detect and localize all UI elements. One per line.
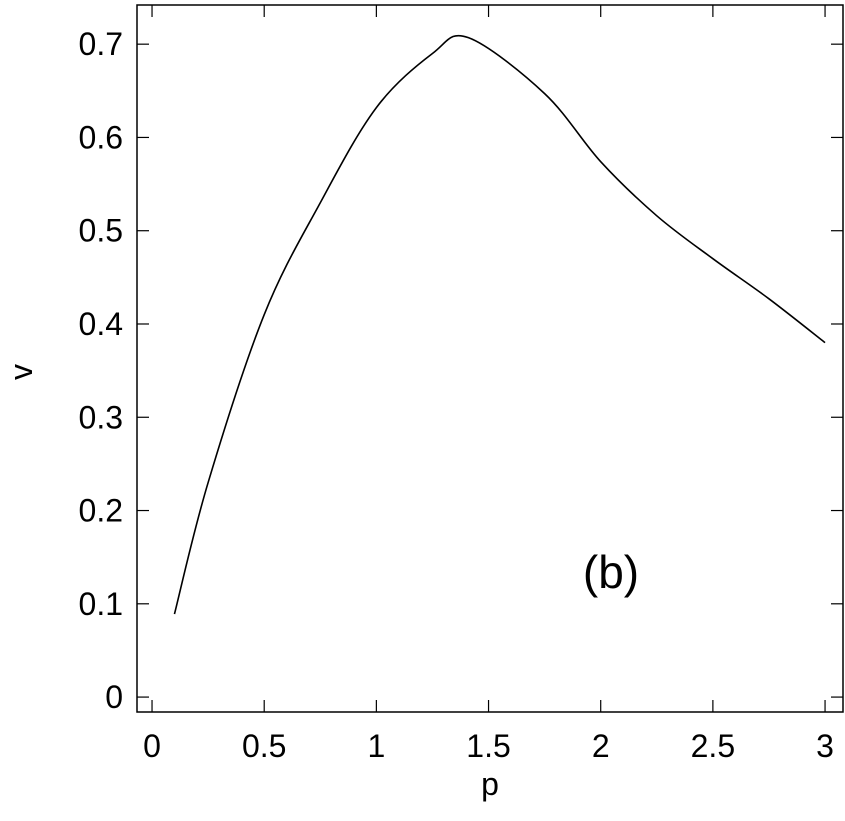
x-tick-label: 0	[143, 728, 161, 764]
y-tick-label: 0.6	[79, 119, 123, 155]
x-tick-label: 2	[592, 728, 610, 764]
y-tick-label: 0.1	[79, 586, 123, 622]
y-tick-label: 0.7	[79, 26, 123, 62]
y-tick-label: 0	[105, 679, 123, 715]
y-axis-label: v	[3, 364, 39, 380]
y-tick-label: 0.2	[79, 493, 123, 529]
x-tick-label: 1	[367, 728, 385, 764]
y-tick-label: 0.4	[79, 306, 123, 342]
plot-frame	[136, 4, 844, 713]
x-tick-label: 3	[816, 728, 834, 764]
curve	[173, 34, 826, 615]
y-tick-label: 0.5	[79, 213, 123, 249]
x-tick-label: 2.5	[691, 728, 735, 764]
annotation: (b)	[583, 546, 639, 598]
y-tick-label: 0.3	[79, 399, 123, 435]
x-tick-label: 0.5	[242, 728, 286, 764]
x-tick-label: 1.5	[466, 728, 510, 764]
x-axis-label: p	[481, 766, 499, 802]
